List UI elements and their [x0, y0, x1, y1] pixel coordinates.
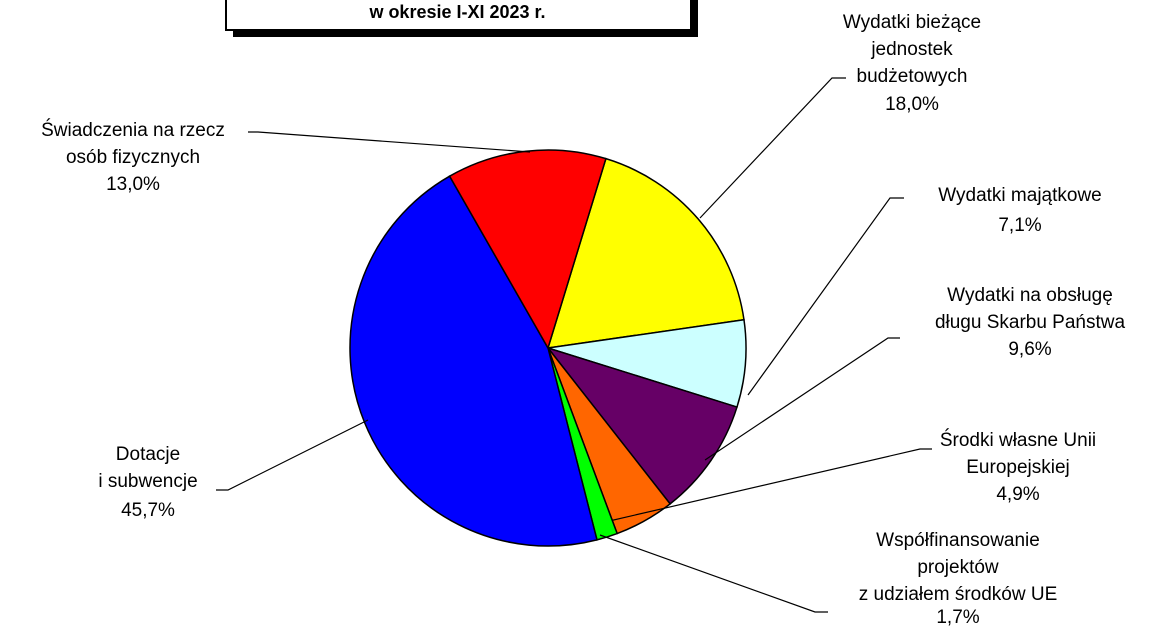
- slice-label: Środki własne Unii Europejskiej: [939, 430, 1097, 478]
- value-label: 4,9%: [996, 484, 1040, 505]
- slice-label: Wydatki na obsługę długu Skarbu Państwa: [934, 285, 1126, 333]
- value-label: 45,7%: [121, 500, 175, 521]
- value-label: 7,1%: [998, 215, 1042, 236]
- pie-slice: [545, 346, 738, 505]
- leader-line: [604, 448, 932, 523]
- chart-title: w okresie I-XI 2023 r.: [369, 2, 546, 22]
- title-box: [225, 0, 692, 31]
- leader-line: [248, 131, 531, 153]
- value-label: 1,7%: [936, 607, 980, 628]
- slice-label: Wydatki bieżące jednostek budżetowych: [842, 12, 982, 87]
- leader-line: [704, 337, 900, 461]
- value-label: 18,0%: [885, 94, 939, 115]
- value-label: 13,0%: [106, 174, 160, 195]
- slice-label: Współfinansowanie projektów z udziałem ś…: [858, 530, 1058, 605]
- leader-line: [599, 534, 828, 613]
- value-label: 9,6%: [1008, 339, 1052, 360]
- leader-line: [216, 419, 369, 491]
- leader-line: [747, 197, 904, 396]
- pie-slice: [546, 157, 745, 349]
- leader-line: [699, 77, 846, 219]
- slice-label: Świadczenia na rzecz osób fizycznych: [41, 120, 225, 168]
- slice-label: Wydatki majątkowe: [938, 185, 1102, 206]
- slice-label: Dotacje i subwencje: [98, 444, 198, 492]
